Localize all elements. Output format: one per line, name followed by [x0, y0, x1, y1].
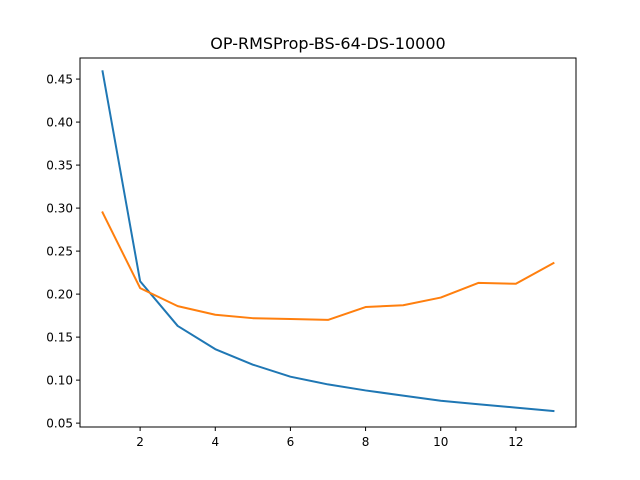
- y-tick-label: 0.10: [46, 374, 73, 388]
- y-tick-label: 0.35: [46, 159, 73, 173]
- x-tick-label: 4: [211, 435, 219, 449]
- y-tick-label: 0.15: [46, 331, 73, 345]
- y-tick-label: 0.30: [46, 202, 73, 216]
- x-tick-label: 12: [508, 435, 523, 449]
- series-line-2: [101, 211, 555, 321]
- series-layer: [101, 70, 555, 413]
- x-tick-label: 2: [136, 435, 144, 449]
- series-line-1: [101, 70, 555, 413]
- axes-layer: 2 4 6 8 10 12 0.05 0.10 0.15 0.20 0.25 0.30 0.35 0.40…: [46, 73, 523, 449]
- x-tick-label: 8: [362, 435, 370, 449]
- y-tick-label: 0.45: [46, 73, 73, 87]
- x-tick-label: 6: [287, 435, 295, 449]
- y-tick-label: 0.20: [46, 288, 73, 302]
- y-tick-label: 0.25: [46, 245, 73, 259]
- y-tick-label: 0.40: [46, 116, 73, 130]
- y-tick-label: 0.05: [46, 417, 73, 431]
- x-tick-label: 10: [433, 435, 448, 449]
- plot-frame: [79, 57, 577, 428]
- chart-title: OP-RMSProp-BS-64-DS-10000: [210, 34, 445, 53]
